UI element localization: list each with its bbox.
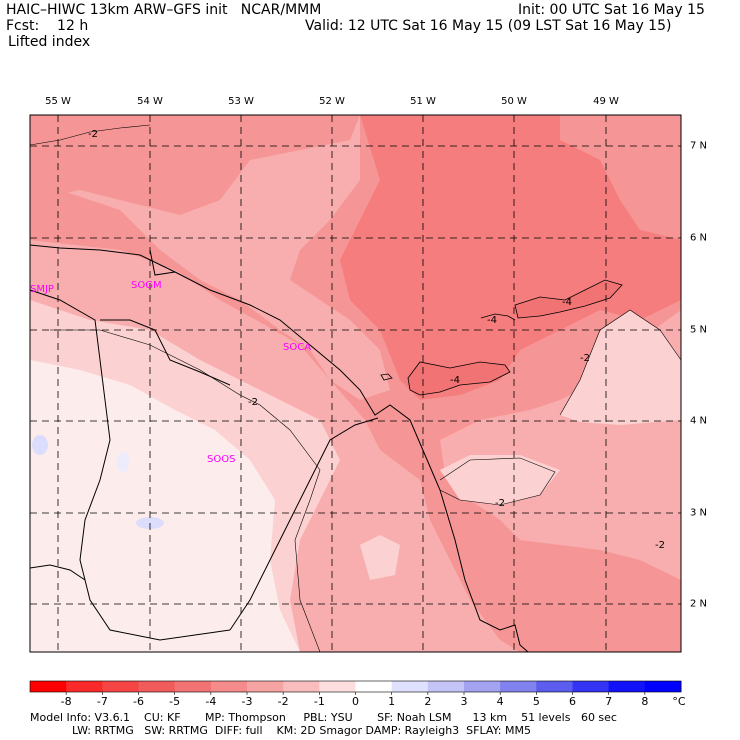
forecast-hour: Fcst: 12 h <box>6 18 89 34</box>
shade-core-minus4-a <box>407 361 511 396</box>
coastline <box>29 244 529 653</box>
border-west <box>29 289 231 641</box>
border-south <box>229 417 379 631</box>
colorbar-label: 2 <box>424 695 432 708</box>
colorbar-label: -2 <box>277 695 289 708</box>
contour-label-8: -2 <box>655 540 665 551</box>
lon-label-51w: 51 W <box>410 96 436 107</box>
colorbar-swatch <box>210 681 248 692</box>
contour-minus2-east-pocket <box>439 457 556 506</box>
colorbar-label: 6 <box>569 695 576 708</box>
colorbar-label: 7 <box>605 695 613 708</box>
colorbar-swatch <box>644 681 682 692</box>
colorbar-swatch <box>464 681 501 692</box>
lat-label-6n: 6 N <box>690 232 708 244</box>
footer-model-info-2: LW: RRTMG SW: RRTMG DIFF: full KM: 2D Sm… <box>30 724 531 737</box>
valid-time: Valid: 12 UTC Sat 16 May 15 (09 LST Sat … <box>305 18 672 34</box>
colorbar-swatch <box>247 681 284 692</box>
lat-label-7n: 7 N <box>690 140 708 152</box>
lon-label-50w: 50 W <box>501 96 527 107</box>
shade-zone-interior-light <box>30 360 300 652</box>
colorbar-swatch <box>355 681 393 692</box>
lon-label-53w: 53 W <box>228 96 254 107</box>
colorbar <box>29 680 682 695</box>
shade-core-minus4-c <box>480 313 516 321</box>
colorbar-label: 3 <box>460 695 468 708</box>
lon-label-49w: 49 W <box>593 96 619 107</box>
colorbar-label: 1 <box>388 695 396 708</box>
colorbar-label: -6 <box>133 695 144 708</box>
contour-label-1: -2 <box>88 129 98 140</box>
shade-zone-southeast-2 <box>440 455 560 505</box>
positive-blob-west <box>32 435 48 455</box>
station-soos: SOOS <box>207 454 235 465</box>
contour-minus2-interior <box>50 329 321 653</box>
lat-label-2n: 2 N <box>690 598 708 610</box>
colorbar-label: -1 <box>313 695 325 708</box>
graticule <box>30 115 681 652</box>
contour-label-5: -4 <box>562 297 572 308</box>
colorbar-unit: °C <box>672 695 686 708</box>
lat-label-4n: 4 N <box>690 415 708 427</box>
station-soca: SOCA <box>283 342 311 353</box>
shade-zone-south-pocket <box>360 535 400 580</box>
colorbar-label: 4 <box>496 695 504 708</box>
colorbar-label: -3 <box>241 695 253 708</box>
colorbar-label: -5 <box>169 695 181 708</box>
colorbar-swatch <box>536 681 573 692</box>
shade-zone-north <box>340 115 681 400</box>
colorbar-swatch <box>138 681 176 692</box>
station-smjp: SMJP <box>30 284 54 295</box>
lat-label-3n: 3 N <box>690 507 708 519</box>
init-time: Init: 00 UTC Sat 16 May 15 <box>518 2 705 18</box>
border-central <box>100 249 231 386</box>
shade-core-minus4-b <box>514 279 623 319</box>
contour-label-3: -4 <box>450 375 460 386</box>
colorbar-swatch <box>174 681 212 692</box>
shade-core-minus4-d <box>380 373 393 381</box>
shade-zone-northwest <box>30 115 360 215</box>
lon-label-55w: 55 W <box>45 96 71 107</box>
lon-label-52w: 52 W <box>319 96 345 107</box>
lon-label-54w: 54 W <box>137 96 163 107</box>
colorbar-swatch <box>608 681 646 692</box>
colorbar-swatch <box>66 681 103 692</box>
footer-model-info-1: Model Info: V3.6.1 CU: KF MP: Thompson P… <box>30 711 617 724</box>
shade-zone-southeast <box>560 310 681 425</box>
colorbar-label: -4 <box>205 695 217 708</box>
contour-minus2-southeast <box>559 309 682 416</box>
map-frame <box>29 114 682 653</box>
colorbar-label: 0 <box>352 695 359 708</box>
lat-label-5n: 5 N <box>690 324 708 336</box>
contour-label-2: -2 <box>248 397 258 408</box>
colorbar-swatch <box>319 681 356 692</box>
colorbar-swatch <box>572 681 610 692</box>
contour-label-6: -2 <box>580 353 590 364</box>
positive-blob-east <box>117 452 129 472</box>
colorbar-label: -8 <box>60 695 72 708</box>
colorbar-label: 5 <box>532 695 540 708</box>
contour-label-4: -4 <box>487 315 497 326</box>
border-southwest <box>29 564 86 581</box>
contour-minus2-north <box>29 124 151 146</box>
field-name: Lifted index <box>8 34 91 50</box>
colorbar-swatch <box>102 681 139 692</box>
contour-label-7: -2 <box>495 498 505 509</box>
station-sogm: SOGM <box>131 280 162 291</box>
colorbar-swatch <box>283 681 320 692</box>
colorbar-swatch <box>500 681 537 692</box>
model-title: HAIC–HIWC 13km ARW–GFS init NCAR/MMM <box>6 2 322 18</box>
colorbar-label: 8 <box>641 695 649 708</box>
colorbar-label: -7 <box>96 695 108 708</box>
colorbar-swatch <box>30 681 67 692</box>
colorbar-swatch <box>427 681 465 692</box>
colorbar-swatch <box>391 681 429 692</box>
